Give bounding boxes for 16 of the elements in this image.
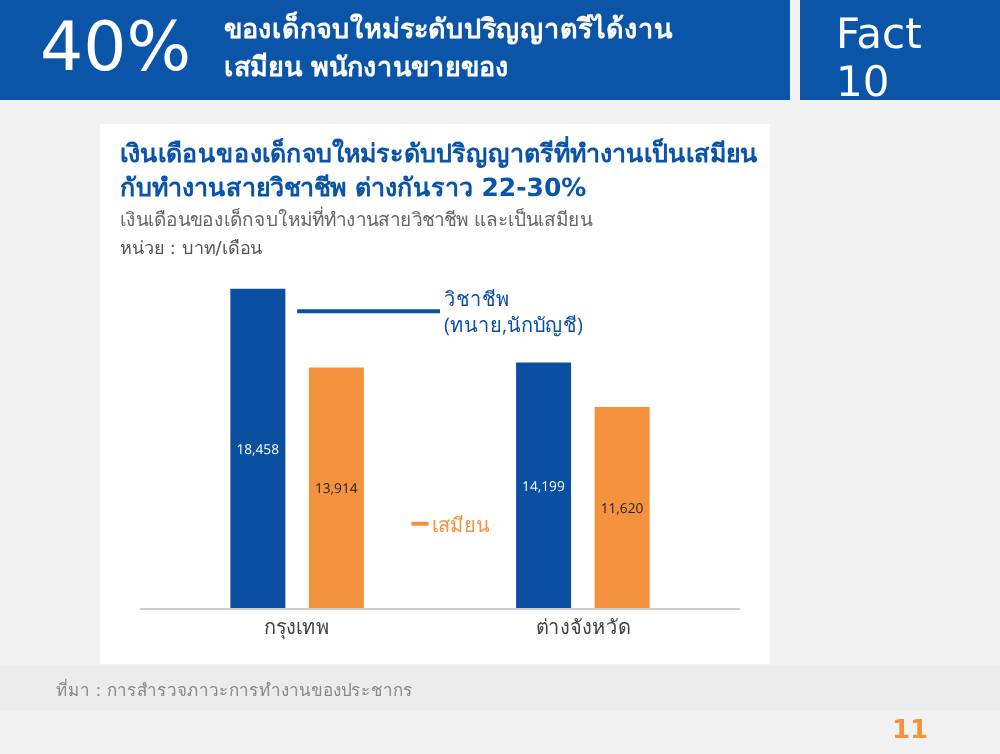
text: 11 — [892, 716, 929, 746]
bar — [594, 407, 650, 608]
x-tick-label: ต่างจังหวัด — [535, 612, 630, 640]
x-tick-label: กรุงเทพ — [264, 612, 331, 640]
text: ของเด็กจบใหม่ระดับปริญญาตรีได้งาน เสมียน พนักงานขายของ — [224, 12, 675, 88]
bar — [230, 288, 286, 608]
text: หน่วย : บาท/เดือน — [120, 237, 262, 262]
text: Fact 10 — [836, 10, 924, 106]
bar — [308, 367, 364, 608]
bar — [516, 362, 572, 608]
chart-title: เงินเดือนของเด็กจบใหม่ระดับปริญญาตรีที่ทำงานเป็นเสมียน กับทำงานสายวิชาชีพ ต่างกันราว 22-30% — [120, 136, 760, 204]
text: ที่มา : การสำรวจภาวะการทำงานของประชากร — [56, 676, 413, 704]
chart-subtitle: เงินเดือนของเด็กจบใหม่ที่ทำงานสายวิชาชีพ และเป็นเสมียน — [120, 210, 595, 232]
legend-label: เสมียน — [432, 510, 490, 538]
text: 40% — [40, 8, 192, 88]
series-label: วิชาชีพ (ทนาย,นักบัญชี) — [444, 284, 584, 338]
